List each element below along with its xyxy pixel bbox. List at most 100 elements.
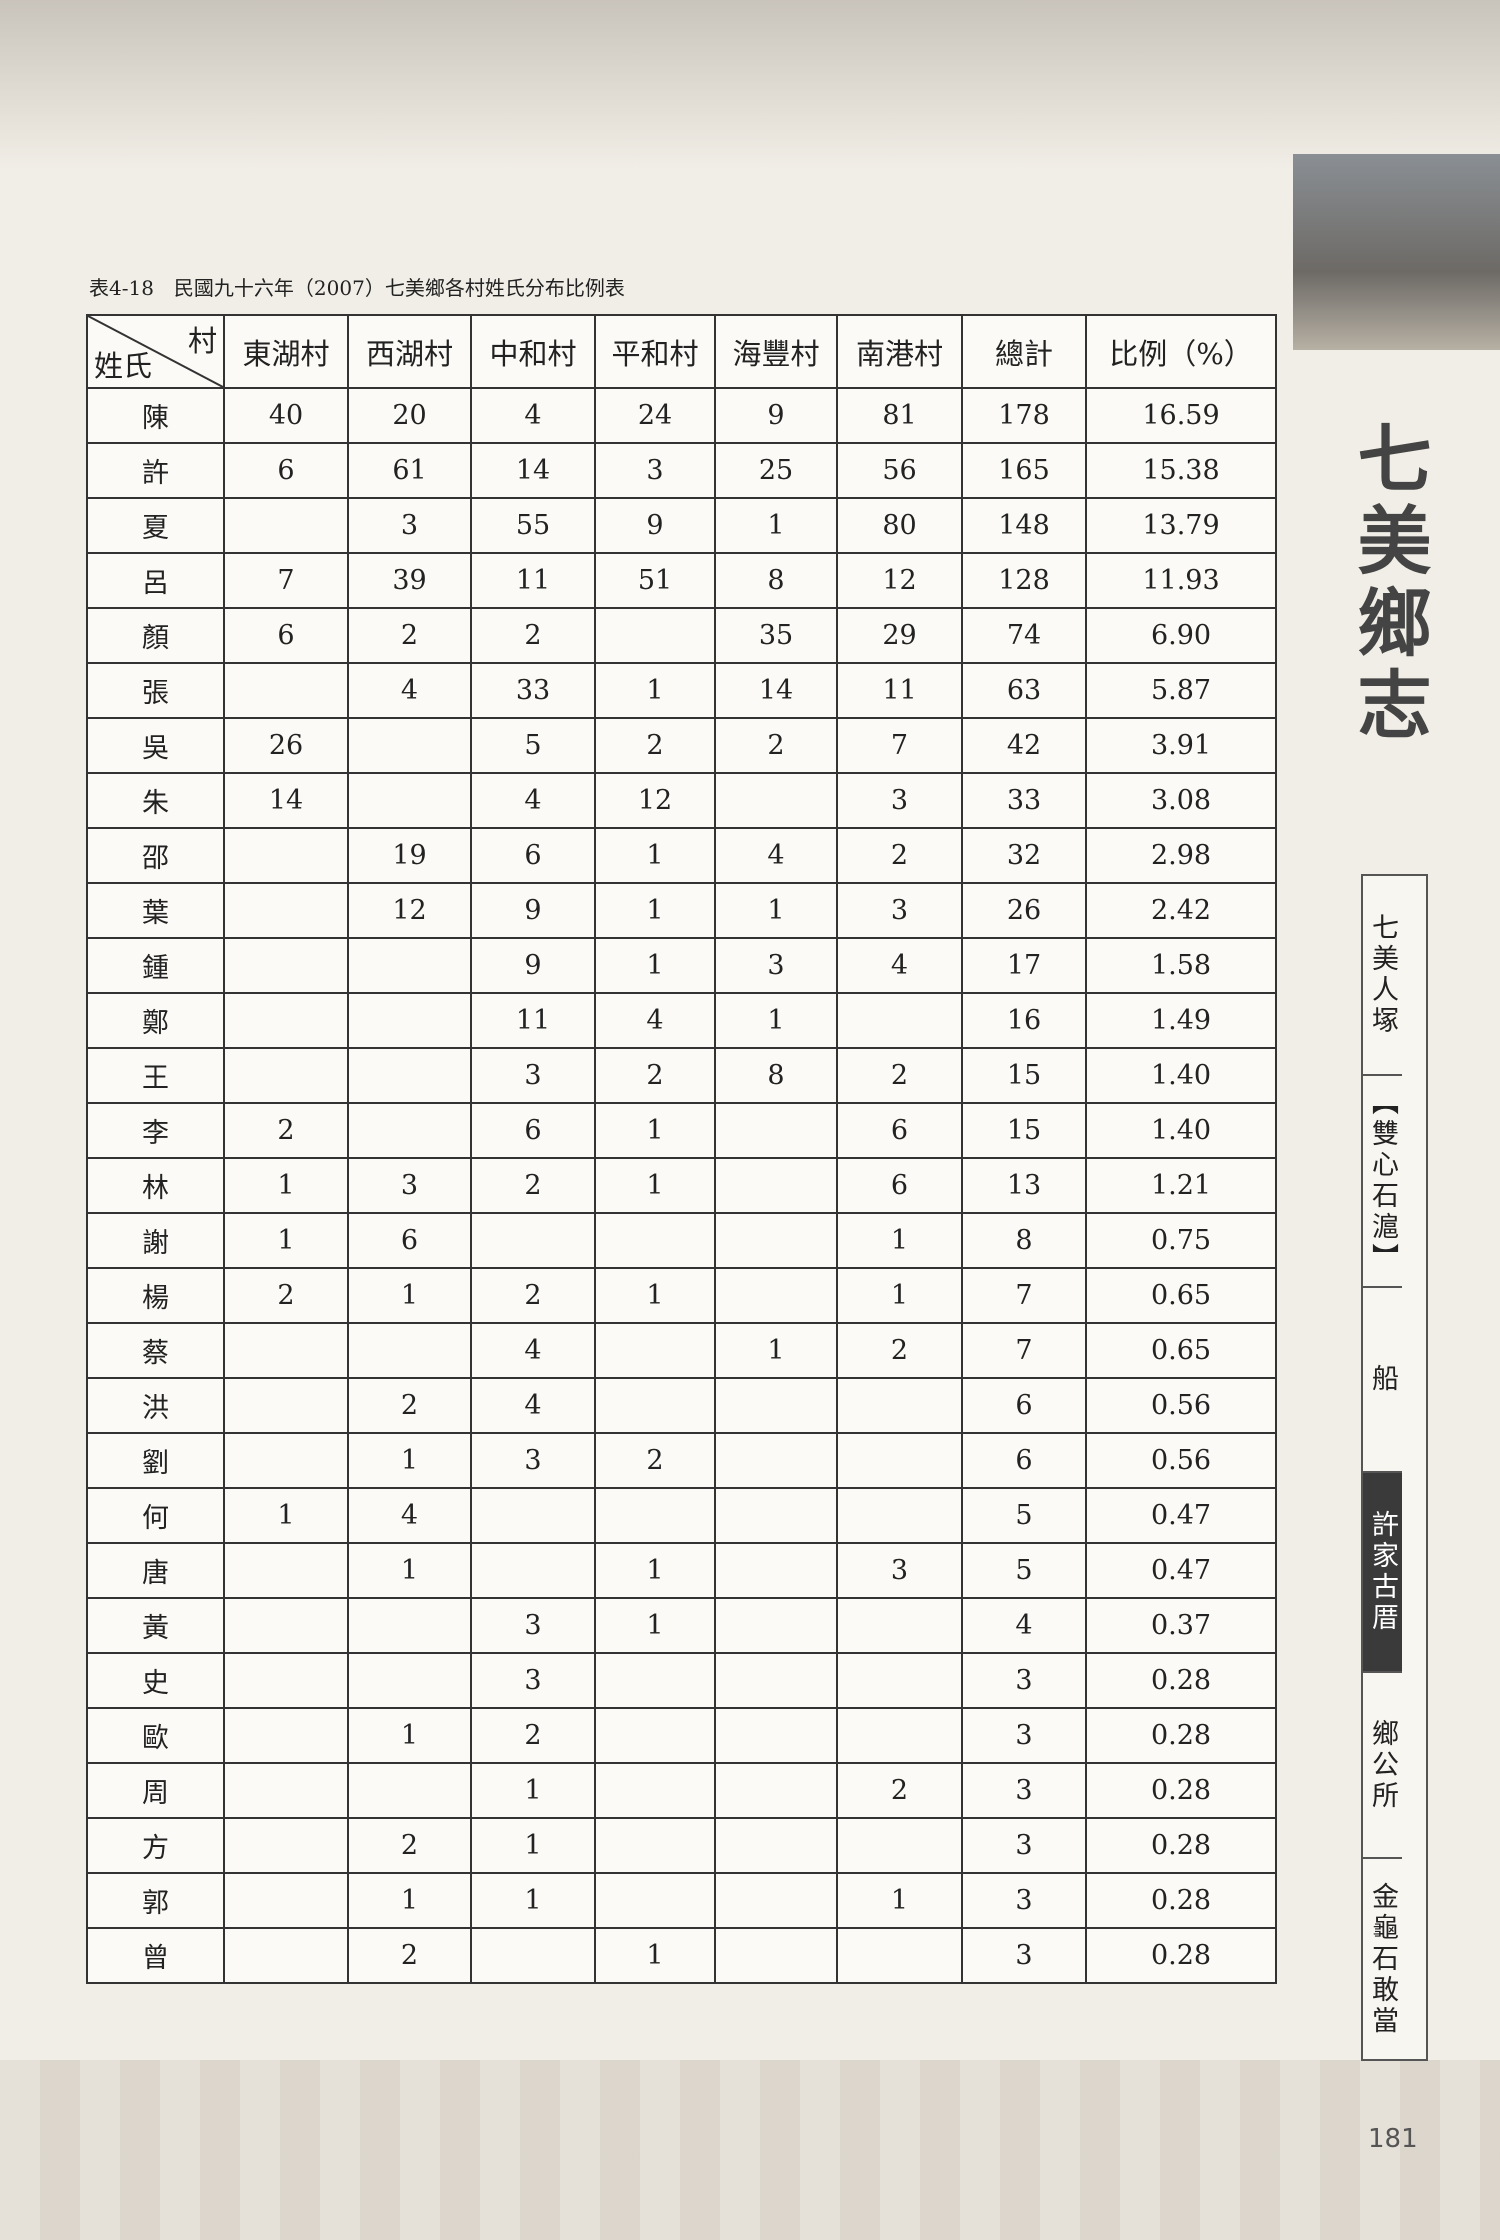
table-row: 許 6 61 14 3 25 56 165 15.38: [86, 442, 1277, 499]
table-row: 洪 2 4 6 0.56: [86, 1377, 1277, 1434]
value-cell: 1.49: [1085, 992, 1277, 1049]
table-row: 鍾 9 1 3 4 17 1.58: [86, 937, 1277, 994]
chapter-tab: 許家古厝: [1363, 1473, 1402, 1673]
value-cell: 15: [961, 1102, 1087, 1159]
value-cell: 1: [347, 1542, 472, 1599]
value-cell: [594, 1707, 716, 1764]
value-cell: 6: [223, 607, 349, 664]
value-cell: 0.47: [1085, 1542, 1277, 1599]
value-cell: [714, 1652, 838, 1709]
value-cell: 3: [470, 1597, 596, 1654]
corner-cell: 村姓氏: [86, 314, 225, 389]
value-cell: [223, 937, 349, 994]
value-cell: 7: [836, 717, 963, 774]
surname-cell: 唐: [86, 1542, 225, 1599]
value-cell: 4: [594, 992, 716, 1049]
value-cell: [223, 1322, 349, 1379]
value-cell: 20: [347, 387, 472, 444]
table-row: 周 1 2 3 0.28: [86, 1762, 1277, 1819]
value-cell: 2: [470, 1267, 596, 1324]
page-number: 181: [1368, 2124, 1418, 2154]
table-row: 葉 12 9 1 1 3 26 2.42: [86, 882, 1277, 939]
value-cell: 3: [470, 1432, 596, 1489]
value-cell: 5: [470, 717, 596, 774]
value-cell: 6: [223, 442, 349, 499]
value-cell: [223, 1047, 349, 1104]
value-cell: 9: [470, 937, 596, 994]
value-cell: [714, 1927, 838, 1984]
value-cell: [347, 1322, 472, 1379]
value-cell: 0.28: [1085, 1872, 1277, 1929]
value-cell: 4: [347, 1487, 472, 1544]
value-cell: 8: [961, 1212, 1087, 1269]
surname-cell: 黃: [86, 1597, 225, 1654]
value-cell: 3: [961, 1817, 1087, 1874]
value-cell: 1: [223, 1157, 349, 1214]
value-cell: [223, 1652, 349, 1709]
value-cell: [347, 1597, 472, 1654]
value-cell: 1.40: [1085, 1102, 1277, 1159]
value-cell: 35: [714, 607, 838, 664]
value-cell: 80: [836, 497, 963, 554]
value-cell: 3: [961, 1927, 1087, 1984]
value-cell: 2.98: [1085, 827, 1277, 884]
value-cell: 14: [714, 662, 838, 719]
table-head: 村姓氏 東湖村 西湖村 中和村 平和村 海豐村 南港村 總計 比例（%）: [86, 314, 1277, 389]
value-cell: 12: [594, 772, 716, 829]
value-cell: [347, 1652, 472, 1709]
value-cell: 6: [961, 1432, 1087, 1489]
value-cell: 51: [594, 552, 716, 609]
value-cell: 2: [347, 1927, 472, 1984]
value-cell: 0.28: [1085, 1652, 1277, 1709]
value-cell: 1: [594, 827, 716, 884]
book-title: 七美鄉志: [1345, 420, 1431, 748]
value-cell: 2: [223, 1267, 349, 1324]
value-cell: 29: [836, 607, 963, 664]
chapter-tab: 鄉公所: [1363, 1673, 1402, 1859]
surname-cell: 何: [86, 1487, 225, 1544]
value-cell: [714, 1487, 838, 1544]
value-cell: 32: [961, 827, 1087, 884]
surname-cell: 劉: [86, 1432, 225, 1489]
value-cell: 6: [470, 827, 596, 884]
chapter-tab: 金龜石敢當: [1367, 1881, 1398, 2037]
wave-banner: [0, 2060, 1500, 2240]
surname-cell: 曾: [86, 1927, 225, 1984]
value-cell: [594, 607, 716, 664]
value-cell: 2: [836, 1047, 963, 1104]
surname-cell: 林: [86, 1157, 225, 1214]
table-row: 邵 19 6 1 4 2 32 2.98: [86, 827, 1277, 884]
value-cell: [347, 717, 472, 774]
value-cell: [714, 1762, 838, 1819]
value-cell: [223, 1542, 349, 1599]
surname-cell: 史: [86, 1652, 225, 1709]
value-cell: 0.56: [1085, 1432, 1277, 1489]
value-cell: [714, 1817, 838, 1874]
value-cell: 1: [594, 662, 716, 719]
value-cell: 3.08: [1085, 772, 1277, 829]
surname-cell: 呂: [86, 552, 225, 609]
value-cell: [223, 1817, 349, 1874]
value-cell: 4: [470, 1377, 596, 1434]
value-cell: [347, 1047, 472, 1104]
value-cell: 40: [223, 387, 349, 444]
surname-cell: 朱: [86, 772, 225, 829]
value-cell: 6.90: [1085, 607, 1277, 664]
value-cell: [470, 1212, 596, 1269]
value-cell: 6: [836, 1102, 963, 1159]
value-cell: 3: [836, 772, 963, 829]
value-cell: 1.58: [1085, 937, 1277, 994]
value-cell: 2: [347, 1377, 472, 1434]
surname-cell: 邵: [86, 827, 225, 884]
value-cell: [223, 662, 349, 719]
table-row: 王 3 2 8 2 15 1.40: [86, 1047, 1277, 1104]
surname-cell: 夏: [86, 497, 225, 554]
value-cell: [714, 1157, 838, 1214]
value-cell: 1: [594, 1267, 716, 1324]
value-cell: 0.28: [1085, 1817, 1277, 1874]
value-cell: 11: [470, 992, 596, 1049]
value-cell: 1: [594, 937, 716, 994]
value-cell: 56: [836, 442, 963, 499]
value-cell: 6: [836, 1157, 963, 1214]
surname-cell: 張: [86, 662, 225, 719]
